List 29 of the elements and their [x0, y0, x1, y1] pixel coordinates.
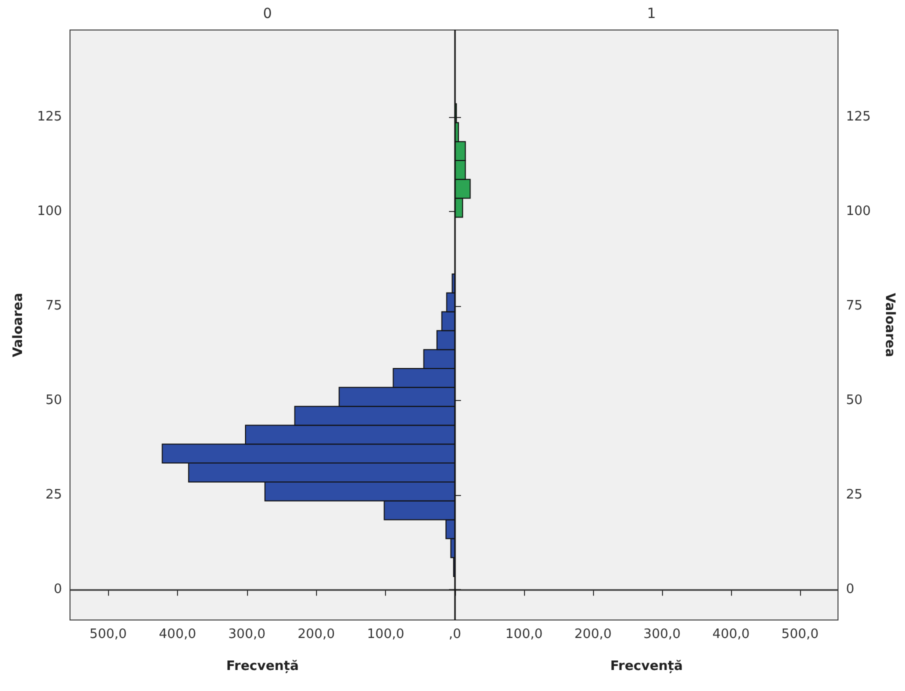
x-tick-label: 200,0 [298, 627, 335, 642]
y-tick-label: 0 [846, 582, 854, 598]
x-tick-label: 500,0 [90, 627, 127, 642]
x-tick-label: 100,0 [367, 627, 404, 642]
x-tick-label: 300,0 [228, 627, 266, 642]
x-axis-title: Frecvență [610, 659, 683, 674]
y-tick-label: 125 [37, 109, 62, 124]
x-tick-label: 400,0 [158, 627, 196, 642]
y-axis-title: Valoarea [882, 292, 897, 358]
y-tick-label: 125 [846, 109, 871, 124]
y-tick-label: 75 [45, 298, 62, 314]
y-tick-label: 75 [846, 298, 863, 314]
y-tick-label: 50 [846, 393, 863, 408]
chart-title: 0 [263, 6, 272, 22]
y-tick-label: 50 [45, 393, 62, 408]
y-tick-label: 25 [846, 488, 863, 503]
y-tick-label: 100 [846, 204, 871, 220]
x-tick-label: 200,0 [574, 627, 612, 642]
chart-title: 1 [647, 6, 656, 22]
x-tick-label: 300,0 [643, 627, 681, 642]
x-tick-label: 400,0 [712, 627, 750, 642]
y-tick-label: 0 [54, 582, 62, 598]
y-axis-title: Valoarea [11, 292, 26, 358]
y-tick-label: 25 [45, 488, 62, 503]
x-tick-label: 100,0 [505, 627, 543, 642]
x-axis-title: Frecvență [226, 659, 299, 674]
y-tick-label: 100 [37, 204, 62, 220]
x-tick-label: 500,0 [781, 627, 819, 642]
x-tick-label: ,0 [448, 627, 462, 642]
